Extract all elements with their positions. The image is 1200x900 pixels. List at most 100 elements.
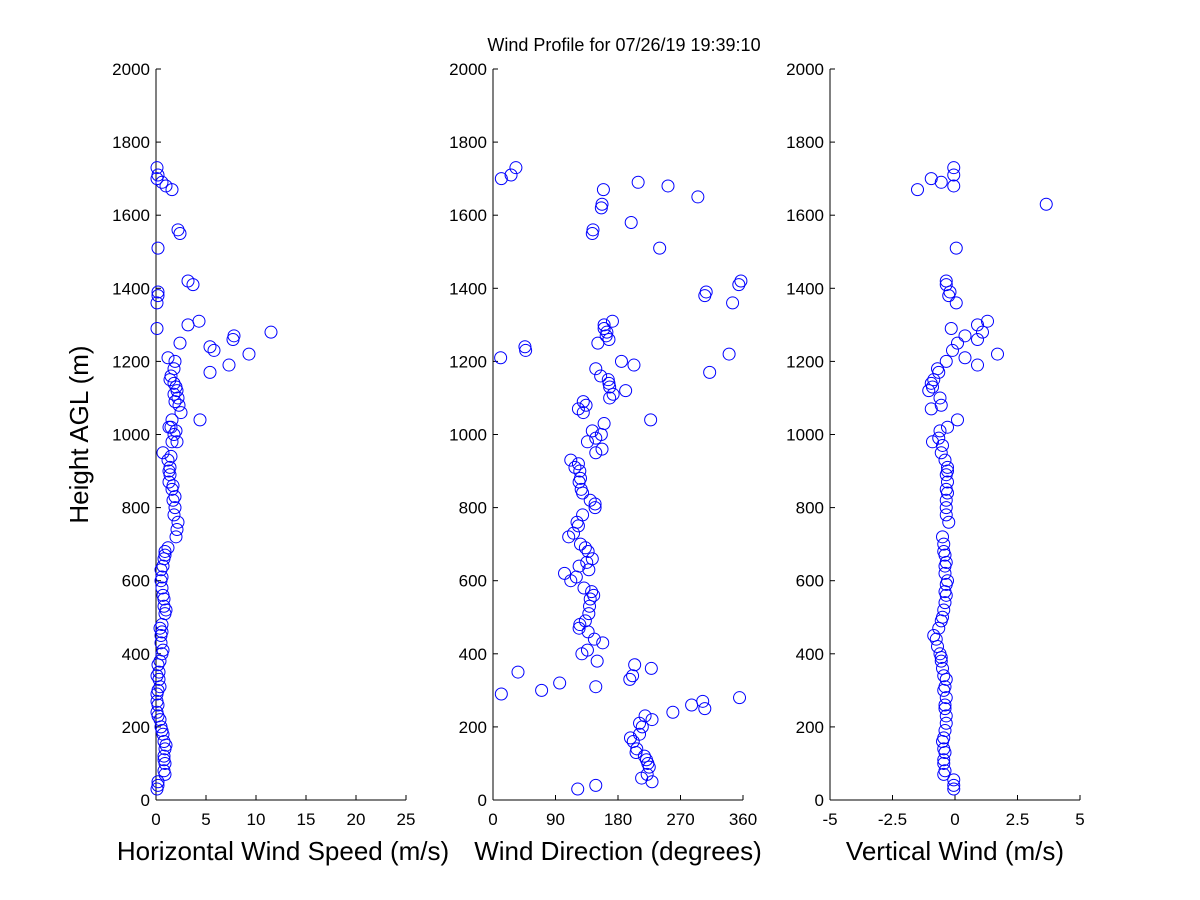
data-point — [264, 325, 278, 339]
data-point — [661, 179, 675, 193]
y-tick-label: 0 — [141, 791, 150, 810]
data-point — [585, 585, 599, 599]
data-point — [939, 709, 953, 723]
data-point — [939, 577, 953, 591]
data-point — [571, 402, 585, 416]
data-point — [167, 428, 181, 441]
data-point — [605, 314, 619, 328]
data-point — [568, 460, 582, 474]
data-point — [173, 336, 187, 350]
data-point — [938, 745, 952, 759]
y-tick-label: 0 — [478, 791, 487, 810]
data-point — [971, 318, 984, 332]
data-point — [734, 274, 748, 288]
data-point — [518, 340, 532, 354]
data-point — [947, 168, 961, 182]
data-point — [947, 782, 961, 796]
data-point — [937, 753, 951, 767]
data-point — [152, 665, 166, 679]
data-point — [161, 541, 175, 555]
data-point — [971, 358, 984, 372]
data-point — [161, 351, 175, 365]
data-point — [170, 435, 184, 449]
data-point — [938, 680, 952, 694]
data-point — [158, 544, 172, 558]
data-point — [558, 566, 572, 580]
x-tick-label: 10 — [247, 810, 266, 829]
x-tick-label: -5 — [822, 810, 837, 829]
data-point — [174, 406, 188, 420]
data-point — [640, 767, 654, 781]
data-point — [939, 716, 953, 730]
data-point — [157, 735, 171, 749]
data-point — [941, 475, 954, 489]
data-point — [167, 362, 181, 376]
data-point — [595, 197, 609, 211]
data-point — [165, 435, 179, 449]
data-point — [937, 731, 951, 745]
data-point — [911, 183, 924, 197]
data-point — [937, 683, 951, 697]
data-point — [666, 705, 680, 719]
data-point — [154, 636, 168, 650]
data-point — [578, 541, 592, 555]
data-point — [1039, 197, 1053, 211]
data-point — [562, 530, 576, 544]
data-point — [932, 431, 946, 445]
data-point — [169, 530, 183, 544]
data-point — [619, 384, 633, 398]
data-point — [934, 446, 948, 460]
data-point — [951, 413, 964, 427]
data-point — [159, 603, 173, 617]
data-point — [203, 365, 217, 379]
data-point — [150, 694, 164, 708]
data-point — [150, 161, 164, 175]
data-point — [938, 596, 952, 610]
data-point — [572, 559, 586, 573]
data-point — [164, 369, 178, 383]
data-point — [207, 343, 221, 357]
data-point — [939, 493, 953, 507]
data-point — [580, 435, 594, 449]
y-tick-label: 600 — [122, 572, 150, 591]
data-point — [585, 552, 599, 566]
data-point — [941, 420, 954, 434]
data-point — [938, 453, 952, 467]
y-tick-label: 2000 — [786, 60, 824, 79]
data-point — [732, 278, 746, 292]
data-point — [168, 354, 182, 368]
data-point — [596, 183, 610, 197]
data-point — [614, 354, 628, 368]
data-point — [937, 756, 951, 770]
data-point — [155, 625, 169, 639]
y-tick-label: 1600 — [449, 206, 487, 225]
data-point — [162, 420, 176, 434]
data-point — [181, 318, 195, 332]
data-point — [941, 460, 954, 474]
data-point — [938, 702, 952, 716]
y-tick-label: 1000 — [449, 426, 487, 445]
y-tick-label: 1800 — [786, 133, 824, 152]
data-point — [168, 501, 182, 515]
y-tick-label: 600 — [459, 572, 487, 591]
y-tick-label: 1600 — [786, 206, 824, 225]
data-point — [588, 501, 602, 515]
data-point — [699, 285, 713, 299]
x-tick-label: 360 — [729, 810, 757, 829]
data-point — [939, 508, 953, 522]
data-point — [933, 424, 947, 438]
data-point — [602, 332, 616, 346]
data-point — [726, 296, 740, 310]
data-point — [580, 643, 594, 657]
data-point — [576, 395, 590, 409]
y-tick-label: 1200 — [449, 352, 487, 371]
data-point — [644, 661, 658, 675]
data-point — [623, 672, 637, 686]
data-point — [939, 672, 953, 686]
data-point — [150, 322, 164, 336]
data-point — [924, 376, 938, 390]
data-point — [589, 680, 603, 694]
x-axis-label: Vertical Wind (m/s) — [846, 836, 1064, 866]
data-point — [159, 179, 173, 193]
